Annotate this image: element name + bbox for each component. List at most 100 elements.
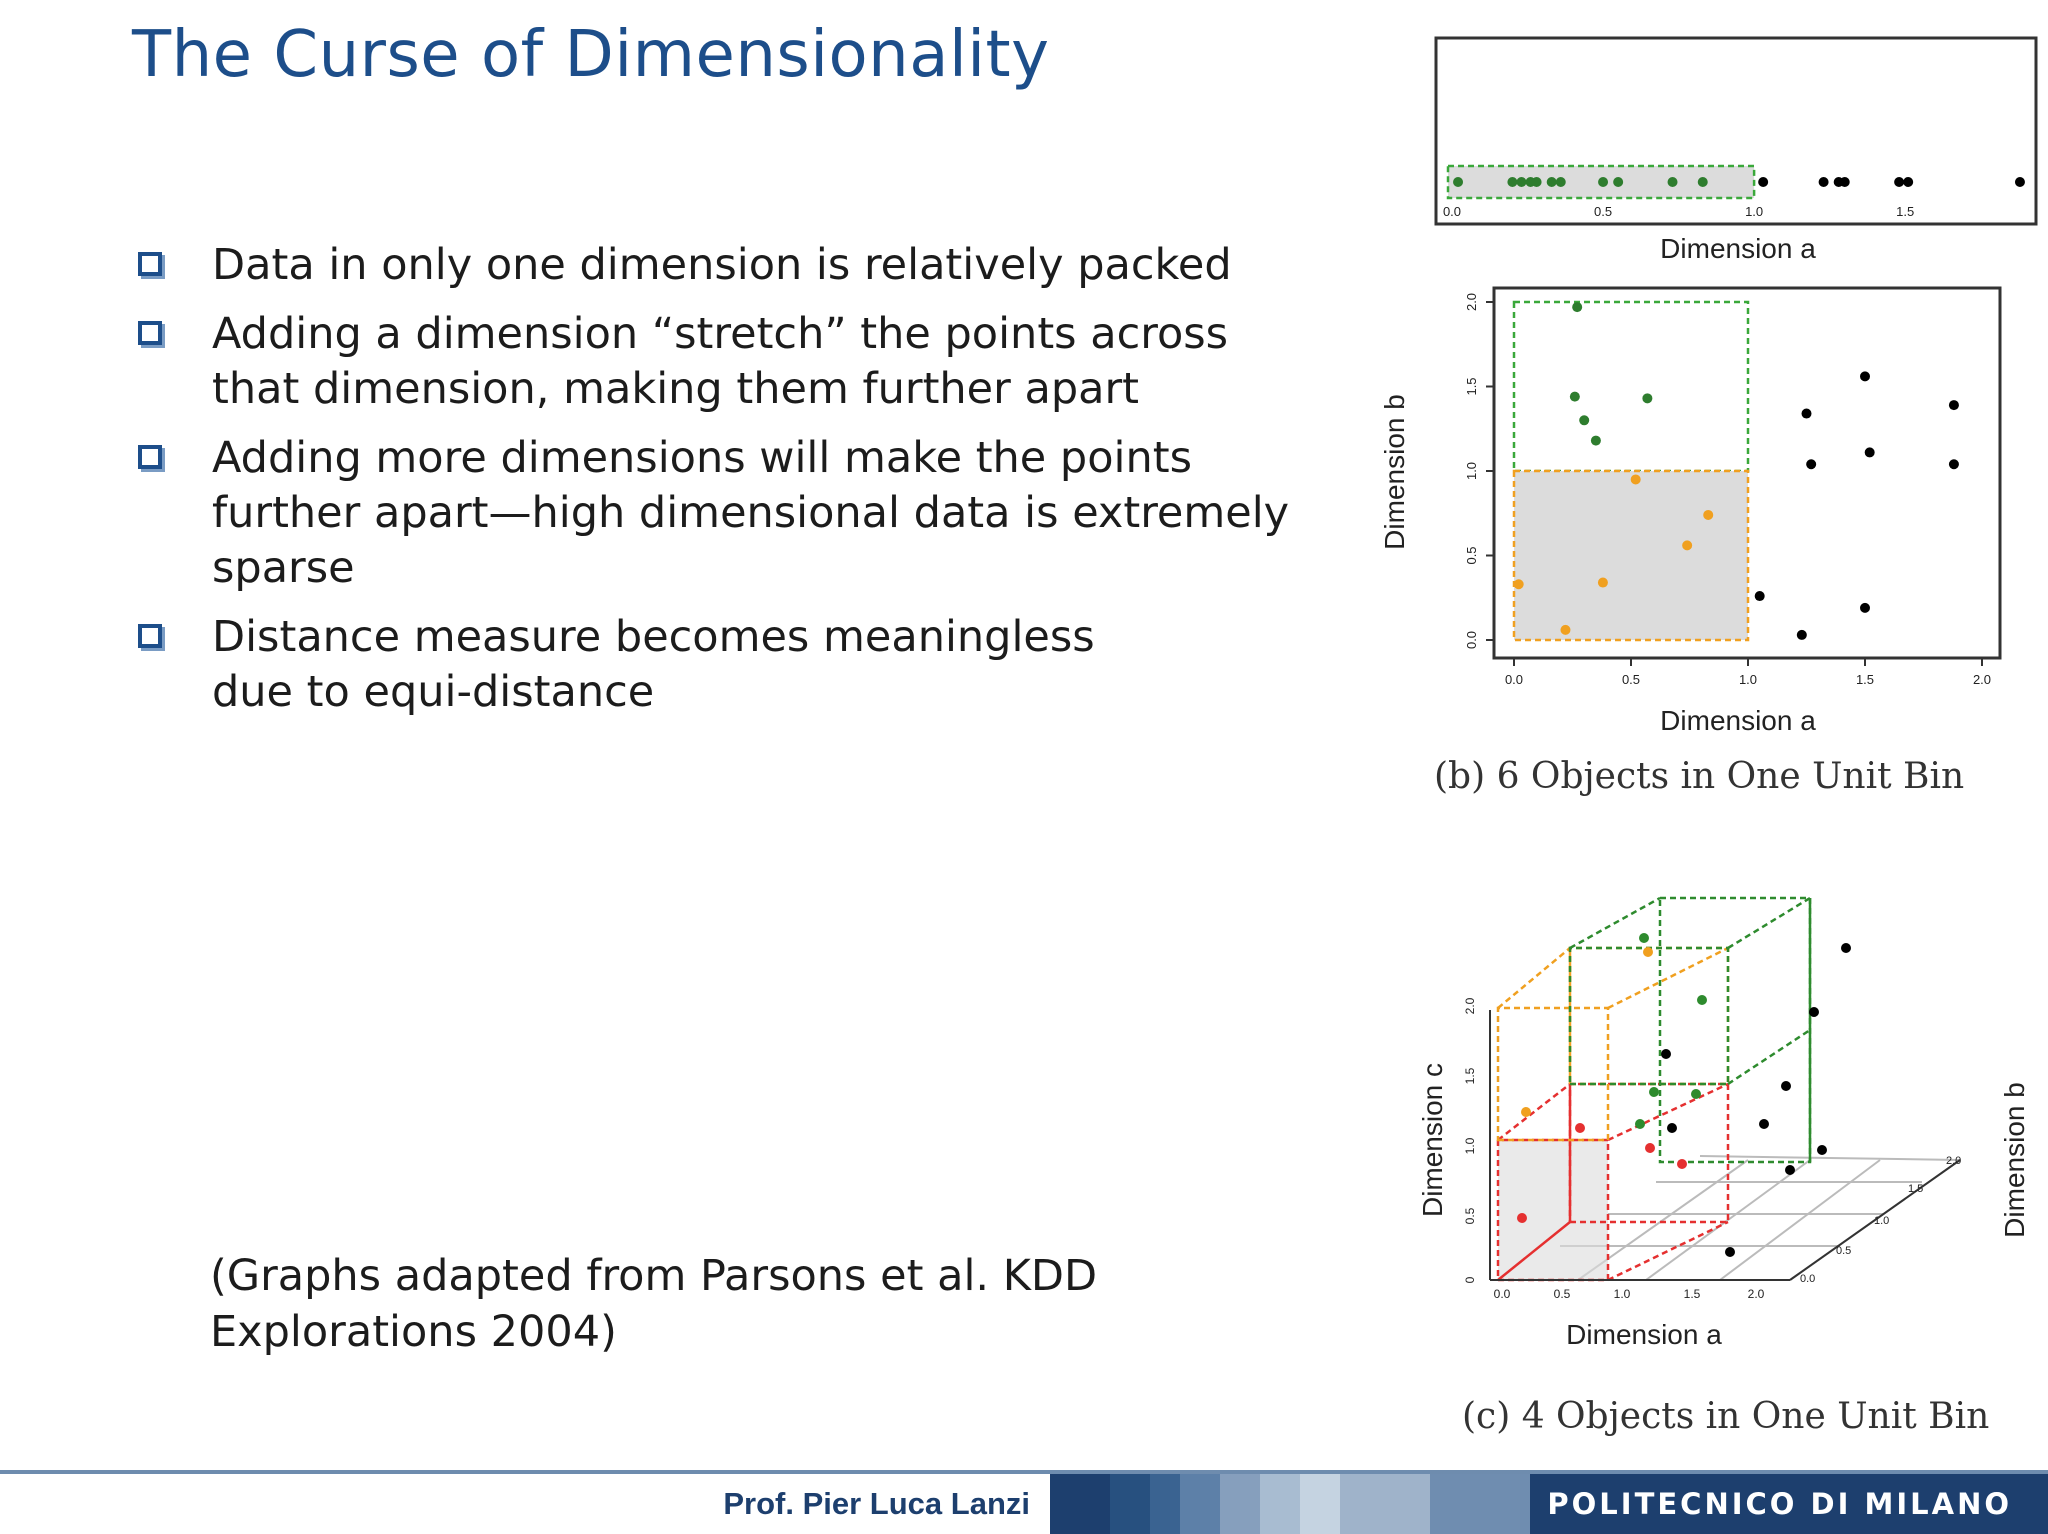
y-tick-labels: 0 0.5 1.0 1.5 2.0 xyxy=(1463,997,1477,1283)
data-point xyxy=(1864,447,1875,458)
z-tick-label: 0.0 xyxy=(1800,1273,1815,1285)
highlight-bin xyxy=(1512,300,1750,473)
z-tick-label: 1.0 xyxy=(1874,1215,1889,1227)
x-tick-label: 1.0 xyxy=(1739,672,1757,687)
footer-author: Prof. Pier Luca Lanzi xyxy=(723,1486,1030,1521)
data-point xyxy=(1667,1123,1677,1133)
data-point xyxy=(1948,459,1959,470)
slide-title: The Curse of Dimensionality xyxy=(132,18,1050,92)
data-point xyxy=(1818,177,1829,187)
footer-bar-segment xyxy=(1110,1474,1150,1534)
footer-bar-segment xyxy=(1050,1474,1110,1534)
z-tick-label: 1.5 xyxy=(1908,1183,1923,1195)
axes-3d xyxy=(1489,1010,1961,1281)
bullet-line: Data in only one dimension is relatively… xyxy=(212,240,1232,290)
x-tick-label: 0.0 xyxy=(1505,672,1523,687)
bullet-line: that dimension, making them further apar… xyxy=(212,364,1140,414)
z-tick-labels: 0.0 0.5 1.0 1.5 2.0 xyxy=(1800,1155,1961,1285)
highlight-bin xyxy=(1512,469,1750,642)
footer-bar-segment xyxy=(1220,1474,1260,1534)
checkbox-bullet-icon xyxy=(138,445,162,469)
x-axis-label: Dimension a xyxy=(1660,705,1816,736)
data-point xyxy=(1806,459,1817,470)
y-axis-label: Dimension b xyxy=(1379,394,1410,550)
x-tick-label: 0.0 xyxy=(1443,204,1461,219)
y-tick-label: 0.5 xyxy=(1464,546,1479,564)
source-note-line: (Graphs adapted from Parsons et al. KDD xyxy=(210,1251,1098,1301)
y-tick-label: 1.0 xyxy=(1463,1137,1477,1154)
footer-bar-segment xyxy=(1150,1474,1180,1534)
bullet-line: Adding more dimensions will make the poi… xyxy=(212,433,1192,483)
figure-caption-b: (b) 6 Objects in One Unit Bin xyxy=(1434,756,1965,797)
data-point xyxy=(1630,474,1641,485)
data-point xyxy=(1531,177,1542,187)
bullet-line: further apart—high dimensional data is e… xyxy=(212,488,1290,538)
footer-bar-segment xyxy=(1530,1474,2048,1534)
footer-institution: POLITECNICO DI MILANO xyxy=(1547,1487,2012,1521)
data-point xyxy=(1841,943,1851,953)
bullet-item: Adding more dimensions will make the poi… xyxy=(132,431,1392,596)
x-tick-label: 0.5 xyxy=(1622,672,1640,687)
bin-orange xyxy=(1496,946,1730,1142)
data-point xyxy=(1560,624,1571,635)
data-point xyxy=(1894,177,1905,187)
y-tick-label: 1.5 xyxy=(1463,1067,1477,1084)
data-point xyxy=(2014,177,2025,187)
x-tick-label: 0.0 xyxy=(1494,1287,1511,1301)
bullet-line: due to equi-distance xyxy=(212,667,655,717)
data-point xyxy=(1555,177,1566,187)
checkbox-bullet-icon xyxy=(138,252,162,276)
data-point xyxy=(1649,1087,1659,1097)
data-point xyxy=(1785,1165,1795,1175)
footer-divider xyxy=(0,1470,2048,1474)
data-point xyxy=(1781,1081,1791,1091)
data-point xyxy=(1725,1247,1735,1257)
x-tick-label: 2.0 xyxy=(1973,672,1991,687)
data-point xyxy=(1521,1107,1531,1117)
data-point xyxy=(1667,177,1678,187)
x-tick-label: 1.0 xyxy=(1745,204,1763,219)
data-point xyxy=(1661,1049,1671,1059)
data-point xyxy=(1801,408,1812,419)
footer-color-bar xyxy=(1050,1474,2048,1534)
checkbox-bullet-icon xyxy=(138,624,162,648)
data-point xyxy=(1645,1143,1655,1153)
x-tick-label: 1.5 xyxy=(1856,672,1874,687)
bin-green xyxy=(1568,896,1812,1164)
z-tick-label: 0.5 xyxy=(1836,1245,1851,1257)
data-point xyxy=(1639,933,1649,943)
y-tick-label: 0.5 xyxy=(1463,1207,1477,1224)
data-point xyxy=(1590,435,1601,446)
x-tick-label: 1.5 xyxy=(1684,1287,1701,1301)
data-point xyxy=(1809,1007,1819,1017)
y-tick-label: 0 xyxy=(1463,1276,1477,1283)
x-axis-label: Dimension a xyxy=(1660,233,1816,264)
chart-3d: 0.0 0.5 1.0 1.5 2.0 0 0.5 1.0 1.5 2.0 0.… xyxy=(1417,896,2030,1350)
data-point xyxy=(1643,947,1653,957)
data-point xyxy=(1635,1119,1645,1129)
data-point xyxy=(1453,177,1464,187)
data-point xyxy=(1579,415,1590,426)
data-point xyxy=(1759,1119,1769,1129)
points-3d xyxy=(1517,933,1851,1257)
data-point xyxy=(1703,509,1714,520)
z-axis-label: Dimension b xyxy=(1999,1082,2030,1238)
y-tick-label: 2.0 xyxy=(1464,293,1479,311)
data-point xyxy=(1758,177,1769,187)
y-tick-label: 2.0 xyxy=(1463,997,1477,1014)
data-point xyxy=(1546,177,1557,187)
data-point xyxy=(1817,1145,1827,1155)
y-tick-label: 1.5 xyxy=(1464,377,1479,395)
x-tick-labels: 0.0 0.5 1.0 1.5 2.0 xyxy=(1494,1287,1765,1301)
x-axis-label: Dimension a xyxy=(1566,1319,1722,1350)
chart-1d: 0.0 0.5 1.0 1.5 Dimension a xyxy=(1434,36,2038,264)
x-tick-label: 2.0 xyxy=(1748,1287,1765,1301)
bullet-item: Data in only one dimension is relatively… xyxy=(132,238,1392,293)
data-point xyxy=(1507,177,1518,187)
bullet-item: Distance measure becomes meaningless due… xyxy=(132,610,1392,720)
footer-bar-segment xyxy=(1300,1474,1340,1534)
plot-frame xyxy=(1434,36,2038,226)
data-point xyxy=(1517,1213,1527,1223)
z-tick-label: 2.0 xyxy=(1946,1155,1961,1167)
data-point xyxy=(1948,400,1959,411)
